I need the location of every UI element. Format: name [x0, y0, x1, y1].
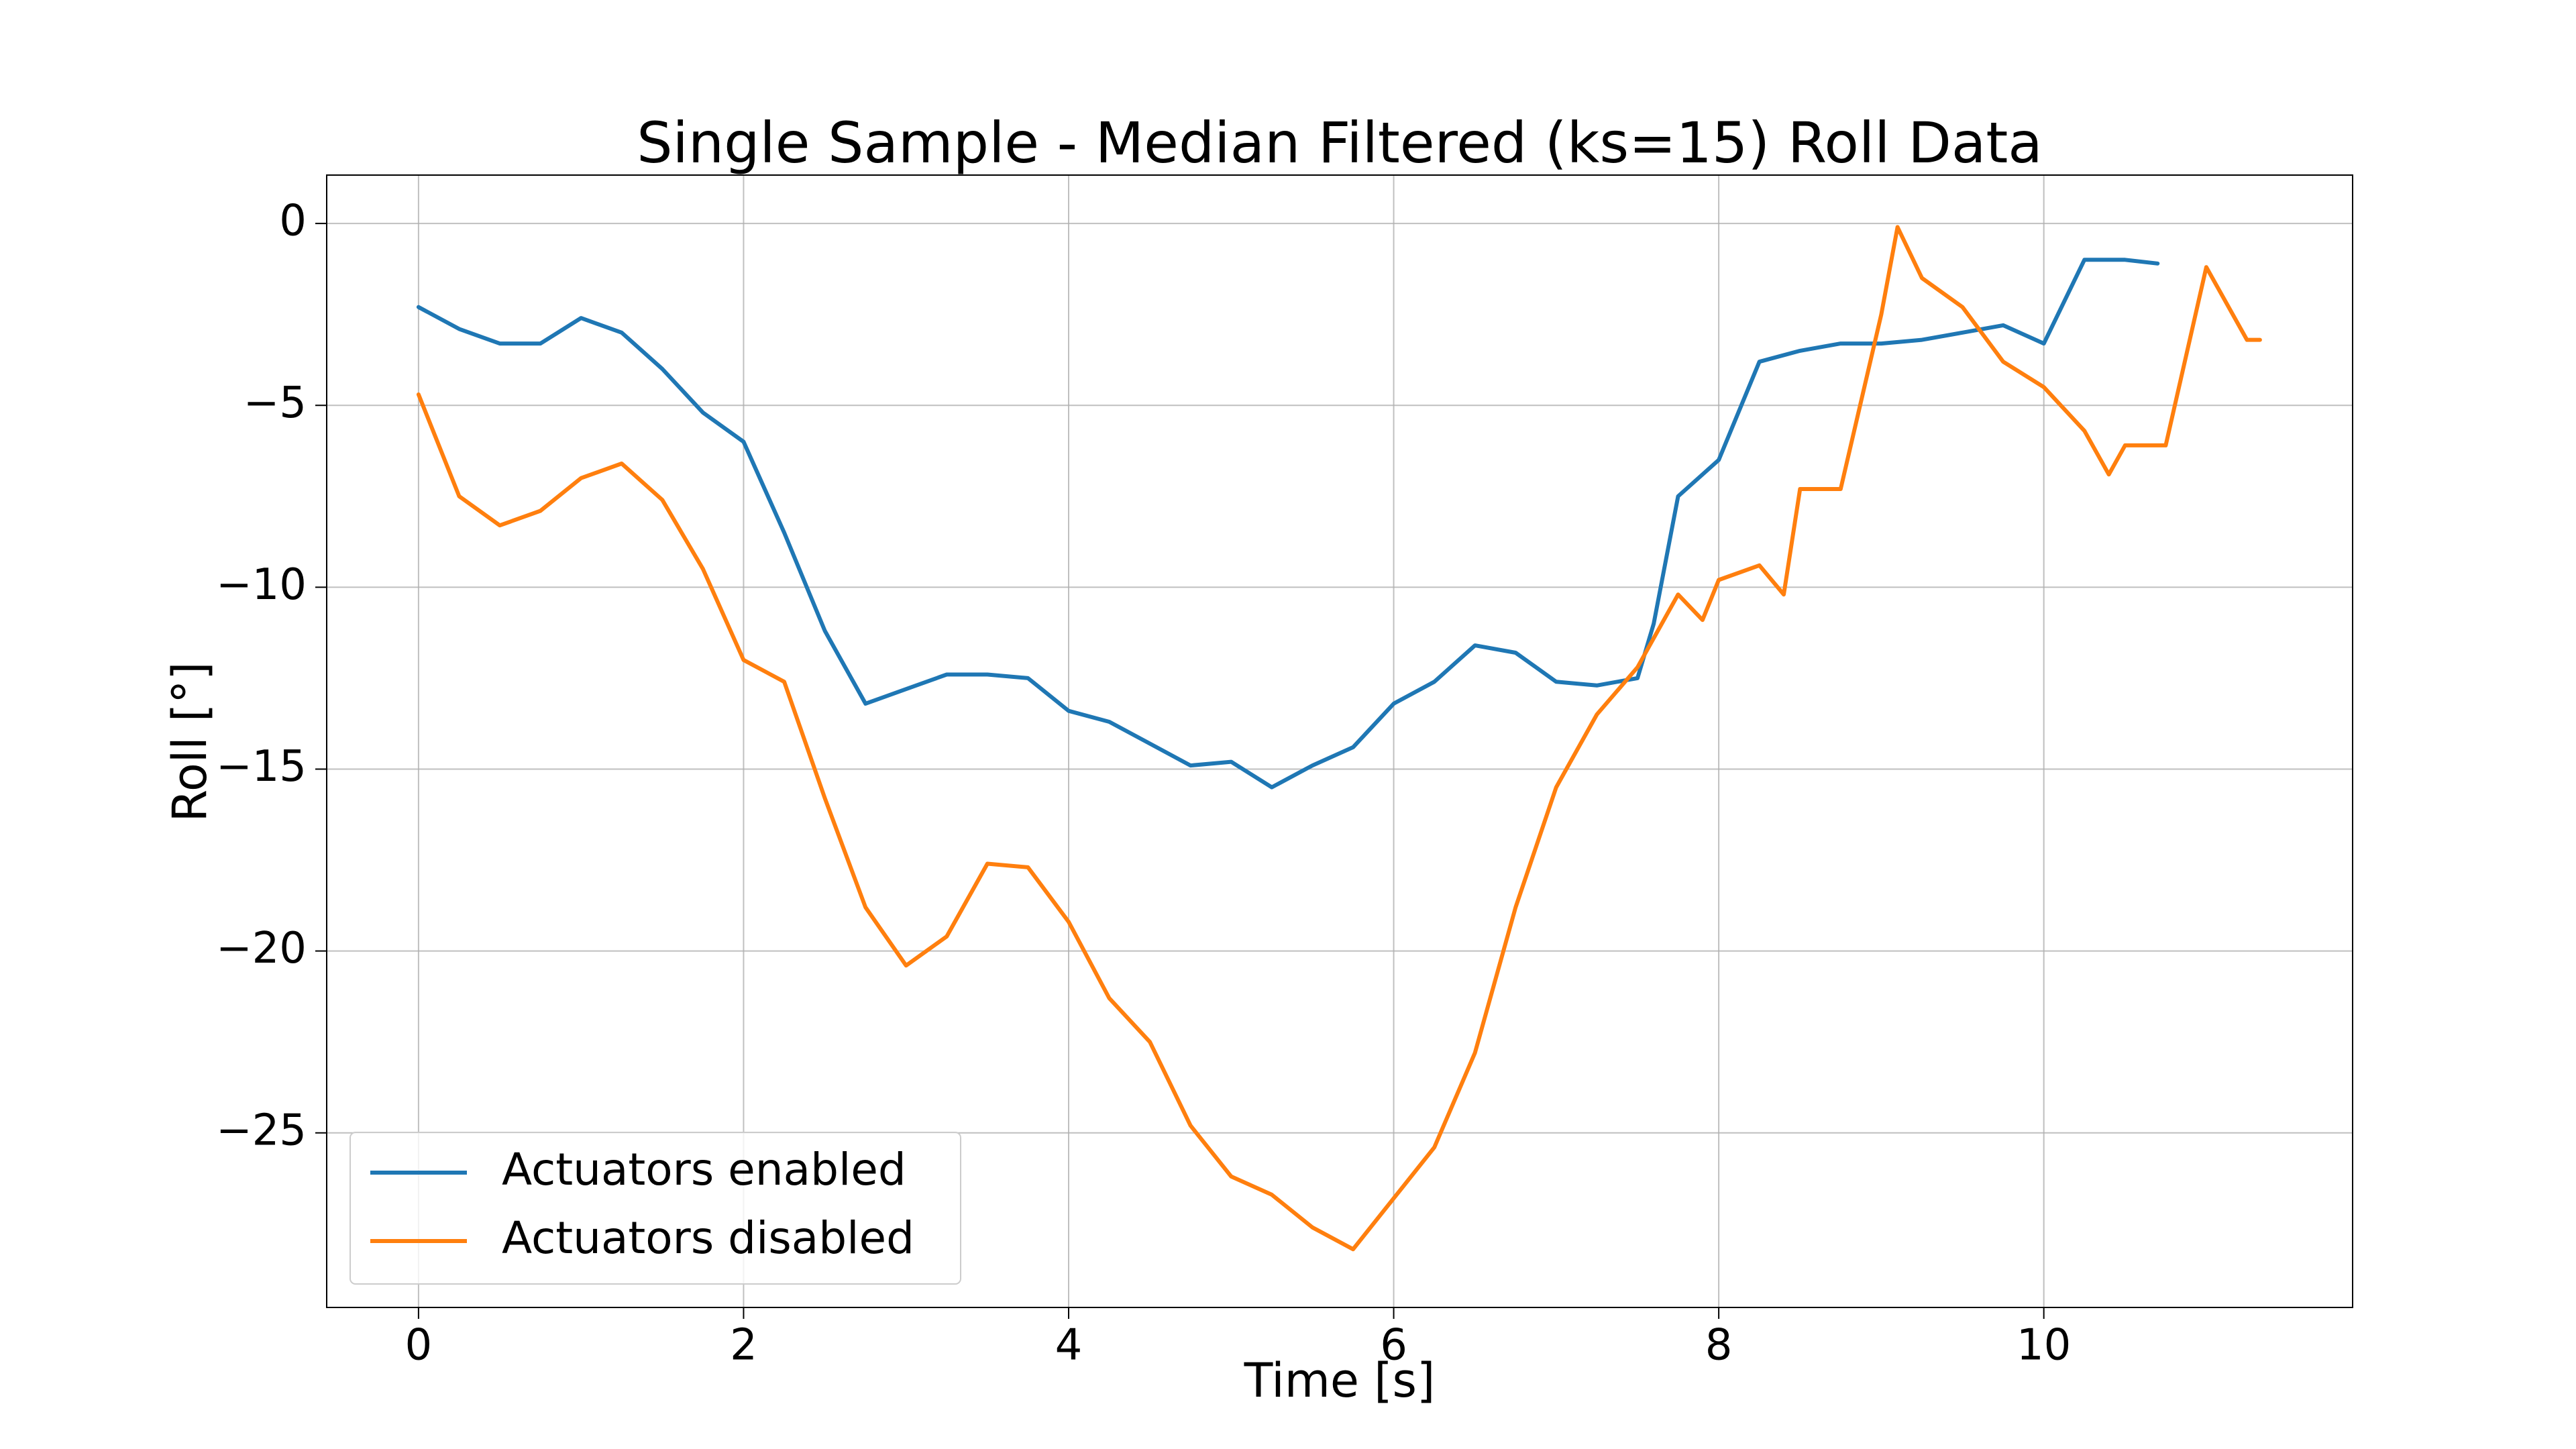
series-line — [416, 225, 2262, 1252]
x-tick-label: 0 — [405, 1321, 433, 1371]
y-tick-label: −20 — [216, 924, 307, 973]
y-tick-label: 0 — [279, 197, 307, 246]
plot-frame — [326, 174, 2353, 1308]
x-tick-label: 6 — [1380, 1321, 1407, 1371]
y-tick-label: −10 — [216, 560, 307, 610]
y-tick-label: −25 — [216, 1106, 307, 1155]
y-tick-label: −5 — [244, 378, 307, 428]
legend-box — [350, 1132, 961, 1285]
x-tick-label: 4 — [1055, 1321, 1083, 1371]
legend-label: Actuators disabled — [502, 1212, 914, 1264]
y-axis-label: Roll [°] — [162, 661, 217, 822]
x-tick-label: 2 — [730, 1321, 757, 1371]
y-tick-label: −15 — [216, 742, 307, 792]
x-axis-label: Time [s] — [1244, 1353, 1436, 1408]
x-tick-label: 10 — [2017, 1321, 2071, 1371]
chart-title: Single Sample - Median Filtered (ks=15) … — [637, 110, 2043, 176]
legend-label: Actuators enabled — [502, 1144, 906, 1195]
series-line — [416, 258, 2160, 790]
x-tick-label: 8 — [1705, 1321, 1733, 1371]
